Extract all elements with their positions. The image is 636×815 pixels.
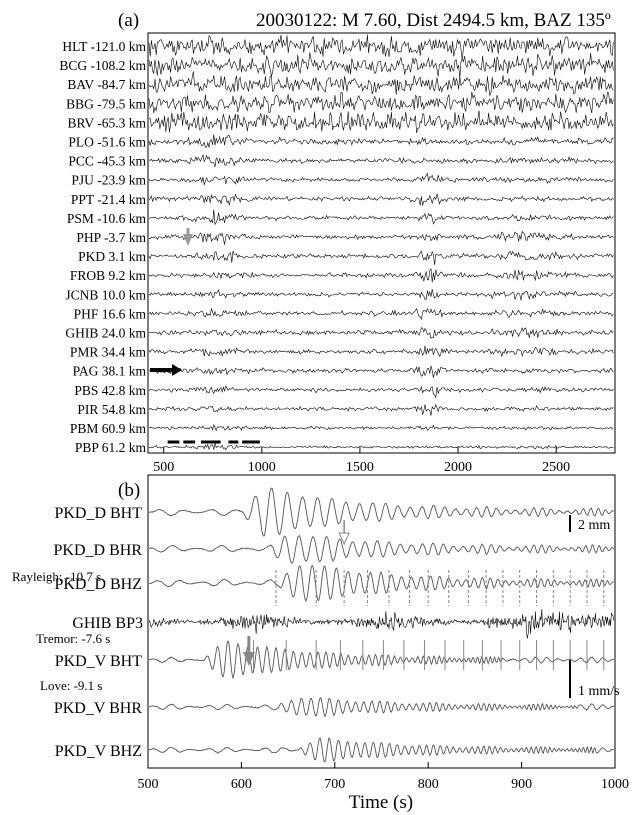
station-trace xyxy=(148,71,614,97)
station-label: HLT -121.0 km xyxy=(62,39,146,54)
station-trace xyxy=(148,230,614,245)
station-trace xyxy=(148,345,614,358)
x-tick-label: 1500 xyxy=(346,460,374,475)
panel-b-x-axis-title: Time (s) xyxy=(349,792,413,813)
panel-a-marks xyxy=(150,228,260,444)
station-label: BRV -65.3 km xyxy=(67,115,146,130)
x-tick-label: 1000 xyxy=(248,460,276,475)
gray-arrow-icon xyxy=(242,652,255,666)
x-tick-label: 800 xyxy=(418,777,439,792)
trace-label: PKD_V BHZ xyxy=(55,743,142,760)
waveform-trace xyxy=(148,640,614,680)
waveform-trace xyxy=(148,737,614,763)
station-trace xyxy=(148,193,614,206)
x-tick-label: 700 xyxy=(324,777,345,792)
station-trace xyxy=(148,250,614,265)
station-trace xyxy=(148,365,614,378)
station-label: BBG -79.5 km xyxy=(66,96,146,111)
station-label: PIR 54.8 km xyxy=(77,402,146,417)
x-tick-label: 500 xyxy=(153,460,174,475)
station-trace xyxy=(148,443,614,451)
station-trace xyxy=(148,289,614,301)
station-label: PSM -10.6 km xyxy=(67,211,147,226)
scale-bar-velocity: 1 mm/s xyxy=(569,660,620,699)
station-label: PHP -3.7 km xyxy=(76,230,146,245)
station-label: PPT -21.4 km xyxy=(71,192,147,207)
trace-label: PKD_V BHT xyxy=(55,653,143,670)
panel-a-x-axis: 500 1000 1500 2000 2500 xyxy=(153,447,570,475)
panel-a: 20030122: M 7.60, Dist 2494.5 km, BAZ 13… xyxy=(59,10,616,475)
station-trace xyxy=(148,327,614,339)
waveform-trace xyxy=(149,564,615,602)
station-trace xyxy=(148,307,614,321)
station-label: PCC -45.3 km xyxy=(68,154,146,169)
panel-a-title: 20030122: M 7.60, Dist 2494.5 km, BAZ 13… xyxy=(256,10,611,31)
station-trace xyxy=(149,423,614,432)
panel-b-traces xyxy=(148,487,615,763)
station-label: PKD 3.1 km xyxy=(78,249,146,264)
trace-label: PKD_V BHR xyxy=(54,700,143,717)
station-label: PAG 38.1 km xyxy=(73,364,147,379)
gray-arrow-icon xyxy=(183,234,193,246)
scale-bar-displacement: 2 mm xyxy=(569,515,610,533)
panel-a-traces xyxy=(148,34,614,451)
station-trace xyxy=(148,209,614,226)
trace-label: GHIB BP3 xyxy=(72,615,143,632)
x-tick-label: 900 xyxy=(511,777,532,792)
station-label: PHF 16.6 km xyxy=(74,306,147,321)
station-trace xyxy=(148,34,614,61)
scale-bar-velocity-label: 1 mm/s xyxy=(578,684,620,699)
annotation-love: Love: -9.1 s xyxy=(40,678,102,693)
station-label: PBM 60.9 km xyxy=(70,421,147,436)
panel-b-label: (b) xyxy=(118,480,140,501)
scale-bar-displacement-label: 2 mm xyxy=(578,518,610,533)
station-label: PBS 42.8 km xyxy=(74,383,146,398)
x-tick-label: 2000 xyxy=(444,460,472,475)
panel-a-label: (a) xyxy=(118,10,139,31)
station-label: PJU -23.9 km xyxy=(71,173,146,188)
x-tick-label: 1000 xyxy=(601,777,629,792)
trace-label: PKD_D BHT xyxy=(54,505,142,522)
station-trace xyxy=(148,153,614,167)
panel-b-trace-labels: PKD_D BHT PKD_D BHR PKD_D BHZ GHIB BP3 PKD_V… xyxy=(54,505,143,760)
station-trace xyxy=(148,110,614,133)
station-trace xyxy=(148,134,614,148)
waveform-trace xyxy=(148,487,614,537)
trace-label: PKD_D BHZ xyxy=(54,576,142,593)
station-trace xyxy=(148,172,614,186)
station-trace xyxy=(148,268,614,283)
panel-a-frame xyxy=(147,32,616,454)
panel-b-x-axis: 500 600 700 800 900 1000 xyxy=(138,762,629,792)
trace-label: PKD_D BHR xyxy=(54,542,143,559)
station-label: JCNB 10.0 km xyxy=(65,287,146,302)
waveform-trace xyxy=(149,697,614,718)
station-label: PBP 61.2 km xyxy=(75,440,147,455)
black-arrow-icon xyxy=(150,364,182,376)
station-label: BAV -84.7 km xyxy=(67,77,146,92)
station-trace xyxy=(148,403,614,416)
x-tick-label: 2500 xyxy=(542,460,570,475)
station-trace xyxy=(148,385,614,399)
annotation-tremor: Tremor: -7.6 s xyxy=(36,631,110,646)
station-label: GHIB 24.0 km xyxy=(65,326,146,341)
panel-b-marks xyxy=(242,520,605,670)
waveform-trace xyxy=(148,608,615,639)
station-label: PLO -51.6 km xyxy=(68,135,146,150)
waveform-trace xyxy=(148,535,615,564)
annotation-rayleigh: Rayleigh: -10.7 s xyxy=(12,569,101,584)
panel-b-frame xyxy=(147,474,616,769)
panel-a-station-labels: HLT -121.0 km BCG -108.2 km BAV -84.7 km BB… xyxy=(59,39,146,455)
x-tick-label: 600 xyxy=(231,777,252,792)
x-tick-label: 500 xyxy=(138,777,159,792)
station-label: FROB 9.2 km xyxy=(70,268,147,283)
station-trace xyxy=(148,52,614,79)
station-label: BCG -108.2 km xyxy=(59,58,146,73)
station-trace xyxy=(148,91,614,114)
station-label: PMR 34.4 km xyxy=(70,345,147,360)
hollow-arrow-icon xyxy=(338,532,350,546)
